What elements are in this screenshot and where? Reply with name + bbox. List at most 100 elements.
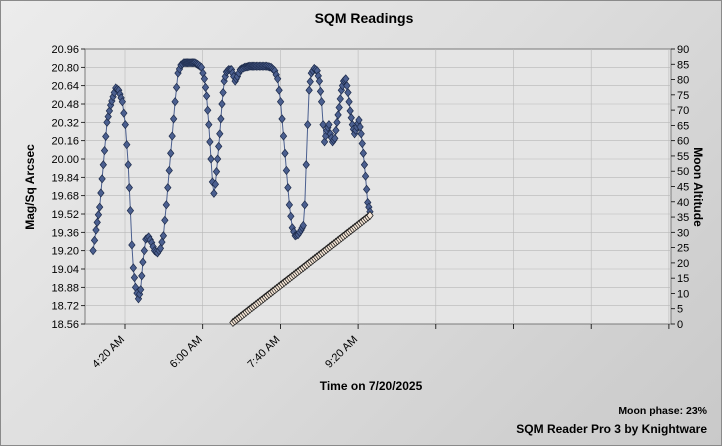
- sqm-data-point: [287, 211, 295, 221]
- sqm-data-point: [315, 76, 324, 86]
- y2-tick-label: 90: [677, 44, 689, 56]
- y2-tick-label: 40: [677, 197, 689, 209]
- sqm-data-point: [325, 120, 333, 130]
- sqm-data-point: [304, 120, 312, 130]
- y-tick-label: 20.32: [51, 117, 79, 129]
- sqm-data-point: [93, 217, 101, 227]
- sqm-data-point: [218, 99, 226, 109]
- sqm-data-point: [172, 82, 181, 92]
- sqm-data-point: [273, 74, 282, 84]
- sqm-data-point: [97, 188, 105, 198]
- moon-data-point: [366, 210, 374, 221]
- sqm-data-point: [102, 131, 110, 142]
- y-tick-label: 19.36: [51, 227, 79, 239]
- y2-tick-label: 50: [677, 166, 689, 178]
- y2-tick-label: 30: [677, 227, 689, 239]
- sqm-data-point: [124, 160, 132, 170]
- sqm-data-point: [360, 160, 369, 170]
- y2-tick-label: 65: [677, 120, 689, 132]
- sqm-data-point: [216, 129, 224, 139]
- x-axis-ticks: 4:20 AM 6:00 AM 7:40 AM 9:20 AM: [90, 324, 670, 371]
- y-tick-label: 20.48: [51, 99, 79, 111]
- sqm-data-point: [359, 148, 367, 158]
- sqm-data-point: [200, 74, 209, 84]
- y-axis-label: Mag/Sq Arcsec: [23, 144, 37, 230]
- sqm-data-point: [139, 257, 147, 267]
- sqm-data-point: [336, 94, 344, 104]
- sqm-data-point: [130, 273, 139, 283]
- x-axis-label: Time on 7/20/2025: [320, 379, 423, 393]
- sqm-data-point: [317, 97, 326, 107]
- y2-axis-ticks: 0 5 10 15 20 25 30 35 40 45 50 55 60 65 70 75 80 85 90: [671, 44, 689, 331]
- sqm-data-point: [211, 179, 220, 189]
- sqm-data-point: [90, 235, 99, 245]
- sqm-data-point: [278, 114, 286, 124]
- sqm-data-point: [335, 102, 343, 112]
- y2-tick-label: 0: [677, 319, 683, 331]
- sqm-data-point: [206, 137, 214, 147]
- y2-tick-label: 25: [677, 243, 689, 255]
- app-credit-text: SQM Reader Pro 3 by Knightware: [516, 422, 707, 436]
- sqm-data-point: [219, 87, 227, 98]
- sqm-data-point: [104, 112, 112, 122]
- sqm-data-point: [316, 86, 325, 96]
- y-tick-label: 19.20: [51, 246, 79, 258]
- y2-tick-label: 10: [677, 288, 689, 300]
- sqm-data-point: [167, 148, 175, 158]
- y-tick-label: 20.80: [51, 62, 79, 74]
- y-tick-label: 18.56: [51, 319, 79, 331]
- sqm-data-point: [96, 202, 104, 212]
- sqm-data-point: [212, 167, 221, 177]
- sqm-data-point: [299, 220, 307, 231]
- chart-title: SQM Readings: [315, 10, 414, 26]
- sqm-data-point: [282, 165, 291, 176]
- sqm-data-point: [165, 165, 173, 176]
- sqm-data-point: [333, 117, 341, 127]
- sqm-data-point: [168, 131, 176, 141]
- y2-tick-label: 20: [677, 258, 689, 270]
- sqm-data-point: [129, 263, 137, 273]
- sqm-data-point: [103, 117, 111, 127]
- sqm-data-point: [118, 97, 127, 107]
- y2-tick-label: 60: [677, 136, 689, 148]
- x-tick-label: 6:00 AM: [168, 334, 205, 371]
- sqm-data-point: [331, 133, 339, 143]
- sqm-data-point: [125, 183, 133, 193]
- sqm-data-point: [137, 285, 145, 295]
- sqm-data-point: [345, 97, 353, 107]
- y2-tick-label: 45: [677, 182, 689, 194]
- y2-tick-label: 75: [677, 90, 689, 102]
- sqm-data-point: [276, 97, 285, 107]
- sqm-data-point: [358, 138, 366, 149]
- sqm-data-point: [281, 148, 289, 158]
- sqm-data-point: [301, 200, 309, 210]
- sqm-data-point: [306, 77, 314, 87]
- sqm-data-point: [357, 129, 365, 139]
- sqm-data-point: [128, 240, 136, 250]
- sqm-data-point: [319, 120, 327, 130]
- y2-tick-label: 35: [677, 212, 689, 224]
- y2-axis-label: Moon Altitude: [691, 147, 705, 227]
- sqm-data-point: [217, 114, 225, 124]
- plot-area: [84, 48, 672, 325]
- sqm-data-point: [334, 110, 342, 120]
- x-tick-label: 4:20 AM: [90, 334, 127, 371]
- y2-tick-label: 70: [677, 105, 689, 117]
- sqm-data-point: [305, 85, 313, 95]
- moon-phase-text: Moon phase: 23%: [618, 405, 707, 417]
- sqm-data-point: [332, 125, 340, 135]
- y2-tick-label: 80: [677, 75, 689, 87]
- sqm-data-point: [138, 271, 146, 281]
- x-tick-label: 7:40 AM: [245, 334, 282, 371]
- y-tick-label: 18.88: [51, 282, 79, 294]
- sqm-data-point: [202, 91, 211, 101]
- y-tick-label: 20.16: [51, 136, 79, 148]
- sqm-data-point: [105, 106, 114, 116]
- sqm-data-point: [275, 85, 283, 95]
- x-tick-label: 9:20 AM: [323, 334, 360, 371]
- sqm-data-point: [171, 97, 179, 107]
- sqm-data-point: [284, 183, 292, 193]
- sqm-data-point: [92, 225, 100, 235]
